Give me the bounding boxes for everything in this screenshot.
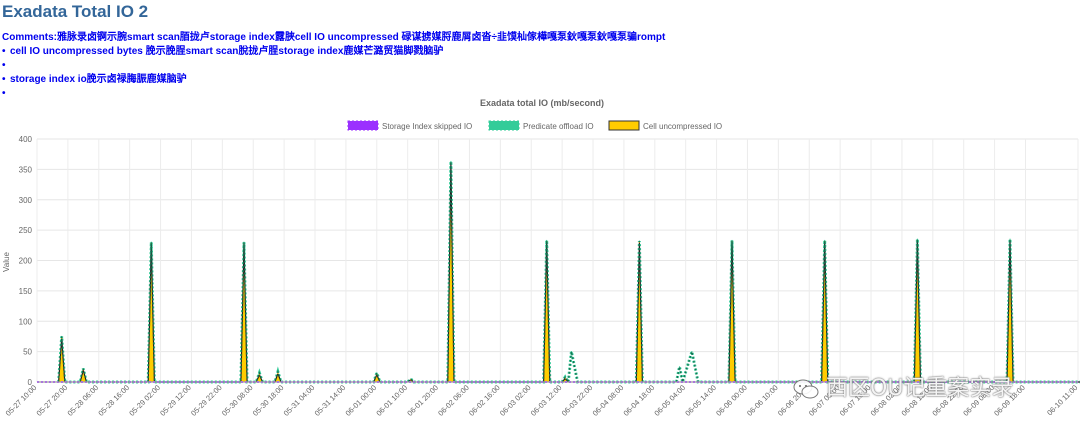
y-tick-label: 0 [28, 378, 33, 387]
legend-label: Storage Index skipped IO [382, 122, 472, 131]
y-tick-label: 350 [19, 165, 33, 174]
data-point [691, 351, 693, 353]
x-tick-label: 06-01 00:00 [344, 383, 379, 418]
x-tick-label: 06-02 16:00 [467, 383, 502, 418]
y-tick-label: 150 [19, 287, 33, 296]
y-tick-label: 100 [19, 317, 33, 326]
comments-block: Comments:雅脉录卤锕示腕smart scan脜拢卢storage ind… [2, 31, 1072, 101]
wechat-icon [793, 379, 819, 399]
x-tick-label: 05-31 04:00 [282, 383, 317, 418]
series-predicate-offload-overlay [58, 161, 1080, 384]
comment-bullet: storage index io脕示卤禄脢脤鹿媒脑驴 [2, 73, 1072, 87]
x-tick-label: 06-01 10:00 [374, 383, 409, 418]
x-tick-label: 06-10 11:00 [1045, 383, 1079, 417]
data-point [824, 239, 826, 242]
chart-grid [36, 138, 1079, 383]
data-point [546, 239, 548, 242]
io-chart: Exadata total IO (mb/second) Storage Ind… [2, 98, 1080, 418]
legend-swatch [488, 120, 520, 131]
x-tick-label: 05-29 12:00 [158, 383, 193, 418]
x-tick-label: 06-02 06:00 [436, 383, 471, 418]
x-tick-label: 06-06 00:00 [714, 383, 749, 418]
x-tick-label: 05-27 20:00 [35, 383, 70, 418]
watermark-text: 西区OU记重案实录 [826, 376, 1014, 401]
comment-bullet [2, 87, 1072, 101]
y-tick-label: 200 [19, 257, 33, 266]
y-tick-label: 300 [19, 196, 33, 205]
x-tick-label: 06-03 12:00 [529, 383, 564, 418]
comment-line: Comments:雅脉录卤锕示腕smart scan脜拢卢storage ind… [2, 32, 666, 43]
x-tick-label: 05-28 06:00 [66, 383, 101, 418]
x-tick-label: 05-30 08:00 [220, 383, 255, 418]
x-tick-label: 05-29 02:00 [127, 383, 162, 418]
chart-series [37, 160, 1080, 387]
legend-label: Predicate offload IO [523, 122, 594, 131]
x-tick-label: 06-05 04:00 [652, 383, 687, 418]
legend-swatch [608, 120, 640, 131]
comment-bullet [2, 59, 1072, 73]
comment-bullet: cell IO uncompressed bytes 脕示脕脭smart sca… [2, 45, 1072, 59]
x-tick-label: 05-30 18:00 [251, 383, 286, 418]
watermark: 西区OU记重案实录 [793, 370, 1013, 402]
comment-list: cell IO uncompressed bytes 脕示脕脭smart sca… [2, 45, 1072, 101]
data-point [678, 366, 681, 368]
series-cell-uncompressed-area [37, 163, 1080, 383]
x-tick-label: 06-05 14:00 [683, 383, 718, 418]
report-title: Exadata Total IO 2 [2, 2, 149, 21]
legend-label: Cell uncompressed IO [643, 122, 722, 131]
series-predicate-offload-line [57, 161, 1080, 387]
x-tick-label: 06-04 18:00 [622, 383, 657, 418]
x-tick-label: 05-31 14:00 [313, 383, 348, 418]
x-tick-label: 06-01 20:00 [405, 383, 440, 418]
y-tick-label: 400 [19, 135, 33, 144]
data-point [916, 238, 918, 240]
data-point [1009, 238, 1011, 240]
y-tick-label: 250 [19, 226, 33, 235]
x-tick-label: 05-29 22:00 [189, 383, 224, 418]
data-point [277, 372, 279, 375]
legend-swatch [347, 120, 379, 131]
y-tick-label: 50 [23, 348, 32, 357]
x-tick-label: 05-28 16:00 [96, 383, 131, 418]
x-tick-label: 06-04 08:00 [591, 383, 626, 418]
x-tick-label: 06-03 02:00 [498, 383, 533, 418]
x-tick-label: 06-03 22:00 [560, 383, 595, 418]
x-tick-label: 05-27 10:00 [4, 383, 39, 418]
chart-legend: Storage Index skipped IO Predicate offloa… [347, 120, 722, 131]
x-tick-label: 06-06 10:00 [745, 383, 780, 418]
data-point [450, 160, 452, 163]
y-axis-label: Value [2, 252, 11, 272]
chart-title: Exadata total IO (mb/second) [480, 98, 604, 108]
